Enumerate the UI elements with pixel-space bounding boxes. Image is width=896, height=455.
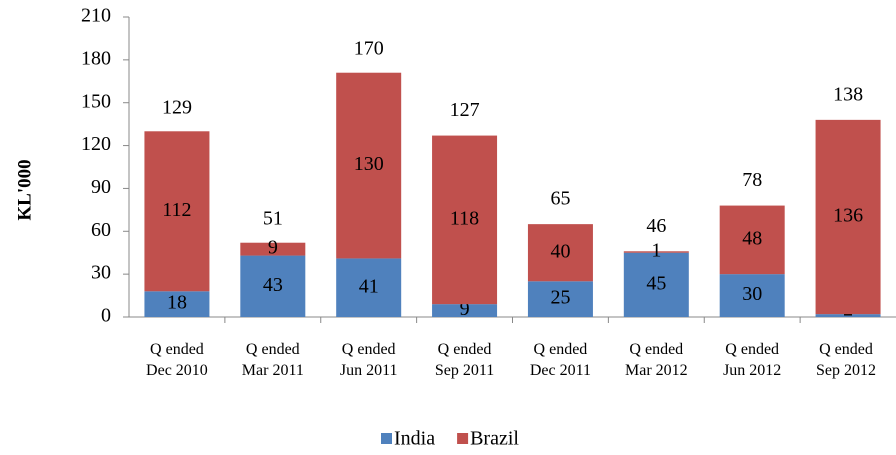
bar-segment <box>527 281 593 317</box>
legend-label: Brazil <box>470 428 519 450</box>
x-tick-label: Q ended Mar 2012 <box>624 341 688 379</box>
data-label: 25 <box>550 287 570 309</box>
bar-segment <box>336 258 402 317</box>
x-tick-label: Q ended Mar 2011 <box>241 341 304 379</box>
total-label: 127 <box>450 99 480 121</box>
data-label: 130 <box>354 153 384 175</box>
bar-segment <box>240 242 306 256</box>
bar-segment <box>432 304 498 317</box>
data-label: 41 <box>359 275 379 297</box>
x-tick-label: Q ended Sep 2012 <box>816 341 876 379</box>
y-tick-label: 150 <box>81 90 111 112</box>
x-tick-label: Q ended Jun 2011 <box>339 341 398 379</box>
total-label: 51 <box>263 208 283 230</box>
bar-segment <box>144 291 210 317</box>
y-tick-label: 30 <box>91 262 111 284</box>
data-label: 112 <box>162 199 191 221</box>
bar-segment <box>336 72 402 259</box>
data-label: 118 <box>450 207 479 229</box>
total-label: 170 <box>354 38 384 60</box>
data-label: 30 <box>742 283 762 305</box>
bar-segment <box>527 224 593 282</box>
legend-swatch <box>381 433 392 444</box>
total-label: 46 <box>646 215 666 237</box>
y-tick-label: 210 <box>81 5 111 27</box>
bar-segment <box>144 131 210 292</box>
y-tick-label: 60 <box>91 219 111 241</box>
bar-segment <box>623 252 689 317</box>
x-tick-label: Q ended Sep 2011 <box>434 341 495 379</box>
x-tick-label: Q ended Dec 2010 <box>146 341 208 379</box>
bar-segment <box>815 119 881 315</box>
data-label: 45 <box>646 272 666 294</box>
legend-swatch <box>457 433 469 444</box>
bar-segment <box>240 255 306 317</box>
bar-segment <box>623 251 689 253</box>
y-tick-label: 180 <box>81 47 111 69</box>
data-label: 9 <box>268 237 278 259</box>
data-label: 43 <box>263 274 283 296</box>
total-label: 65 <box>550 188 570 210</box>
bar-segment <box>815 314 881 317</box>
y-tick-label: 90 <box>91 176 111 198</box>
data-label: 136 <box>833 205 863 227</box>
total-label: 138 <box>833 83 863 105</box>
data-label: 18 <box>167 292 187 314</box>
y-axis-label: KL'000 <box>14 159 35 220</box>
bar-segment <box>432 135 498 305</box>
data-label: 48 <box>742 227 762 249</box>
data-label: 40 <box>550 240 570 262</box>
bar-segment <box>719 205 785 275</box>
total-label: 78 <box>742 169 762 191</box>
data-label: 9 <box>460 298 470 320</box>
x-tick-label: Q ended Dec 2011 <box>529 341 592 379</box>
x-tick-label: Q ended Jun 2012 <box>723 341 782 379</box>
bar-segment <box>719 274 785 317</box>
y-tick-label: 120 <box>81 133 111 155</box>
total-label: 129 <box>162 96 192 118</box>
y-tick-label: 0 <box>101 305 111 327</box>
legend-label: India <box>394 428 435 450</box>
data-label: 1 <box>651 240 661 262</box>
